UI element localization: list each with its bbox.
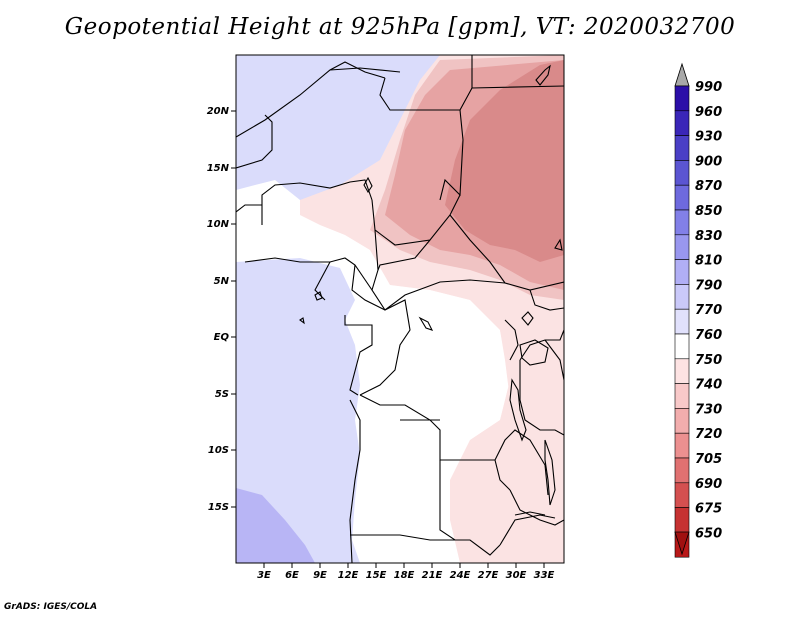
- colorbar-label: 705: [695, 452, 722, 467]
- colorbar-label: 740: [695, 378, 722, 393]
- colorbar-box: [674, 234, 690, 260]
- colorbar-label: 690: [695, 477, 722, 492]
- map-frame: [235, 54, 565, 564]
- lat-label: 20N: [207, 106, 230, 117]
- colorbar-label: 990: [695, 80, 722, 95]
- colorbar-box: [674, 432, 690, 459]
- lon-label: 6E: [285, 570, 299, 581]
- lon-label: 30E: [506, 570, 527, 581]
- colorbar-box: [674, 284, 690, 310]
- colorbar-label: 730: [695, 402, 722, 417]
- lat-label: 10S: [208, 445, 229, 456]
- lon-label: 24E: [450, 570, 471, 581]
- shade-deep-red: [445, 60, 564, 262]
- colorbar-box: [674, 482, 690, 508]
- lat-label: 5S: [215, 389, 229, 400]
- country-borders: [236, 55, 564, 563]
- colorbar-bottom-arrow: [674, 531, 690, 556]
- colorbar-label: 790: [695, 278, 722, 293]
- lon-ticks: [263, 563, 545, 568]
- lon-labels: 3E 6E 9E 12E 15E 18E 21E 24E 27E 30E 33E: [257, 570, 554, 581]
- colorbar-labels: 990 960 930 900 870 850 830 810 790 770 760 750 740 7…: [695, 80, 722, 541]
- shade-pale-red-east: [500, 305, 564, 470]
- lat-ticks: [231, 110, 236, 508]
- colorbar-box: [674, 160, 690, 186]
- field-shading: [236, 55, 564, 563]
- lon-label: 27E: [478, 570, 499, 581]
- colorbar-box: [674, 408, 690, 434]
- colorbar-box: [674, 358, 690, 384]
- lon-label: 21E: [422, 570, 443, 581]
- lat-label: 10N: [207, 219, 230, 230]
- colorbar-box: [674, 184, 690, 211]
- map-title: Geopotential Height at 925hPa [gpm], VT:…: [64, 14, 736, 40]
- lon-label: 3E: [257, 570, 271, 581]
- colorbar-label: 900: [695, 154, 722, 169]
- shade-light-blue-southwest: [236, 488, 315, 563]
- lat-label: 5N: [214, 276, 230, 287]
- colorbar-label: 870: [695, 179, 722, 194]
- colorbar-box: [674, 110, 690, 136]
- colorbar-label: 760: [695, 328, 722, 343]
- lat-label: 15S: [208, 502, 229, 513]
- colorbar-top-arrow: [674, 62, 690, 87]
- colorbar-label: 850: [695, 204, 722, 219]
- colorbar-box: [674, 209, 690, 236]
- colorbar-box: [674, 457, 690, 484]
- colorbar-box: [674, 333, 690, 360]
- colorbar-label: 675: [695, 502, 722, 517]
- colorbar-box: [674, 85, 690, 112]
- colorbar-box: [674, 308, 690, 335]
- footer-credit: GrADS: IGES/COLA: [4, 602, 98, 612]
- lon-label: 9E: [313, 570, 327, 581]
- lat-label: 15N: [207, 163, 230, 174]
- colorbar-label: 770: [695, 303, 722, 318]
- colorbar-box: [674, 383, 690, 409]
- lat-labels: 20N 15N 10N 5N EQ 5S 10S 15S: [207, 106, 230, 513]
- colorbar: 990 960 930 900 870 850 830 810 790 770 760 750 740 7…: [674, 62, 722, 558]
- colorbar-label: 810: [695, 254, 722, 269]
- lon-label: 33E: [534, 570, 555, 581]
- colorbar-label: 930: [695, 130, 722, 145]
- colorbar-boxes: [674, 85, 690, 558]
- lat-label: EQ: [214, 332, 230, 343]
- colorbar-box: [674, 507, 690, 533]
- colorbar-box: [674, 259, 690, 285]
- lon-label: 15E: [366, 570, 387, 581]
- colorbar-label: 720: [695, 427, 722, 442]
- colorbar-label: 650: [695, 526, 722, 541]
- colorbar-label: 830: [695, 229, 722, 244]
- colorbar-box: [674, 135, 690, 161]
- shade-pale-blue-ocean: [236, 258, 360, 563]
- lake-outlines: [299, 64, 563, 516]
- shade-pale-blue-north: [236, 55, 470, 205]
- colorbar-label: 960: [695, 105, 722, 120]
- lon-label: 18E: [394, 570, 415, 581]
- lon-label: 12E: [338, 570, 359, 581]
- colorbar-label: 750: [695, 353, 722, 368]
